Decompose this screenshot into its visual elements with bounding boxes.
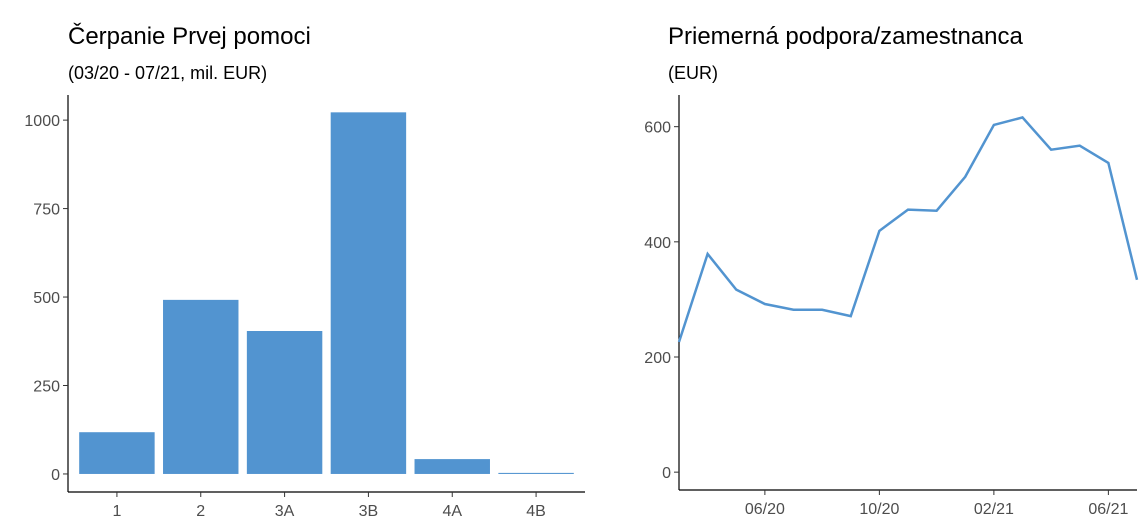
bar	[163, 299, 239, 474]
x-tick-label: 4A	[442, 503, 462, 520]
bar	[498, 472, 574, 474]
y-tick-label: 250	[33, 378, 60, 395]
chart-title: Čerpanie Prvej pomoci	[68, 22, 311, 50]
x-tick-label: 3B	[359, 503, 379, 520]
x-tick-label: 3A	[275, 503, 295, 520]
x-tick-label: 4B	[526, 503, 546, 520]
chart-title: Priemerná podpora/zamestnanca	[668, 23, 1024, 50]
y-tick-label: 0	[662, 465, 671, 482]
bar	[414, 459, 490, 474]
y-tick-label: 400	[644, 235, 671, 252]
y-tick-label: 0	[51, 467, 60, 484]
y-tick-label: 750	[33, 202, 60, 219]
x-tick-label: 1	[112, 503, 121, 520]
x-tick-label: 2	[196, 503, 205, 520]
x-tick-label: 06/21	[1088, 501, 1128, 518]
y-tick-label: 200	[644, 350, 671, 367]
line-series	[677, 116, 1139, 343]
y-tick-label: 500	[33, 290, 60, 307]
x-tick-label: 06/20	[745, 501, 785, 518]
chart-subtitle: (03/20 - 07/21, mil. EUR)	[68, 63, 267, 83]
x-tick-label: 10/20	[859, 501, 899, 518]
bar	[79, 432, 155, 474]
bar	[246, 331, 323, 474]
chart-subtitle: (EUR)	[668, 63, 718, 83]
y-tick-label: 1000	[24, 113, 60, 130]
bar	[330, 112, 407, 474]
y-tick-label: 600	[644, 120, 671, 137]
x-tick-label: 02/21	[974, 501, 1014, 518]
